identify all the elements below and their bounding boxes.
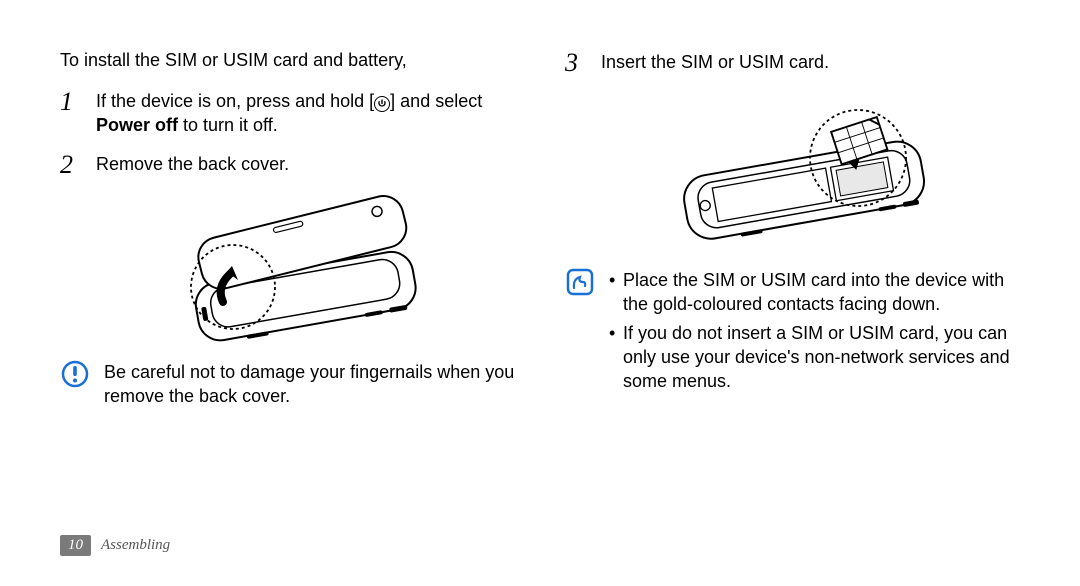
- note-bullet-2: If you do not insert a SIM or USIM card,…: [609, 321, 1020, 394]
- step1-bold: Power off: [96, 115, 178, 135]
- step-2: 2 Remove the back cover.: [60, 152, 515, 178]
- step-number: 1: [60, 89, 82, 115]
- intro-text: To install the SIM or USIM card and batt…: [60, 50, 515, 71]
- note-icon: [565, 268, 595, 296]
- power-icon: [374, 96, 390, 112]
- note-text: Place the SIM or USIM card into the devi…: [609, 268, 1020, 397]
- note-bullet-1: Place the SIM or USIM card into the devi…: [609, 268, 1020, 317]
- caution-icon: [60, 360, 90, 388]
- illustration-insert-sim: [565, 90, 1020, 250]
- step-body: Insert the SIM or USIM card.: [601, 50, 829, 74]
- step-body: If the device is on, press and hold [ ] a…: [96, 89, 515, 138]
- illustration-remove-cover: [60, 192, 515, 342]
- step1-text-b: ] and select: [390, 91, 482, 111]
- step-1: 1 If the device is on, press and hold []…: [60, 89, 515, 138]
- caution-note: Be careful not to damage your fingernail…: [60, 360, 515, 409]
- step-number: 3: [565, 50, 587, 76]
- step-3: 3 Insert the SIM or USIM card.: [565, 50, 1020, 76]
- step1-text-c: to turn it off.: [178, 115, 278, 135]
- section-name: Assembling: [101, 537, 170, 554]
- page-footer: 10 Assembling: [60, 535, 170, 556]
- step-number: 2: [60, 152, 82, 178]
- columns: To install the SIM or USIM card and batt…: [60, 50, 1020, 408]
- note-bullets: Place the SIM or USIM card into the devi…: [609, 268, 1020, 393]
- page-number: 10: [60, 535, 91, 556]
- info-note: Place the SIM or USIM card into the devi…: [565, 268, 1020, 397]
- step-body: Remove the back cover.: [96, 152, 289, 176]
- caution-text: Be careful not to damage your fingernail…: [104, 360, 515, 409]
- right-column: 3 Insert the SIM or USIM card.: [565, 50, 1020, 408]
- manual-page: To install the SIM or USIM card and batt…: [0, 0, 1080, 586]
- step1-text-a: If the device is on, press and hold [: [96, 91, 374, 111]
- left-column: To install the SIM or USIM card and batt…: [60, 50, 515, 408]
